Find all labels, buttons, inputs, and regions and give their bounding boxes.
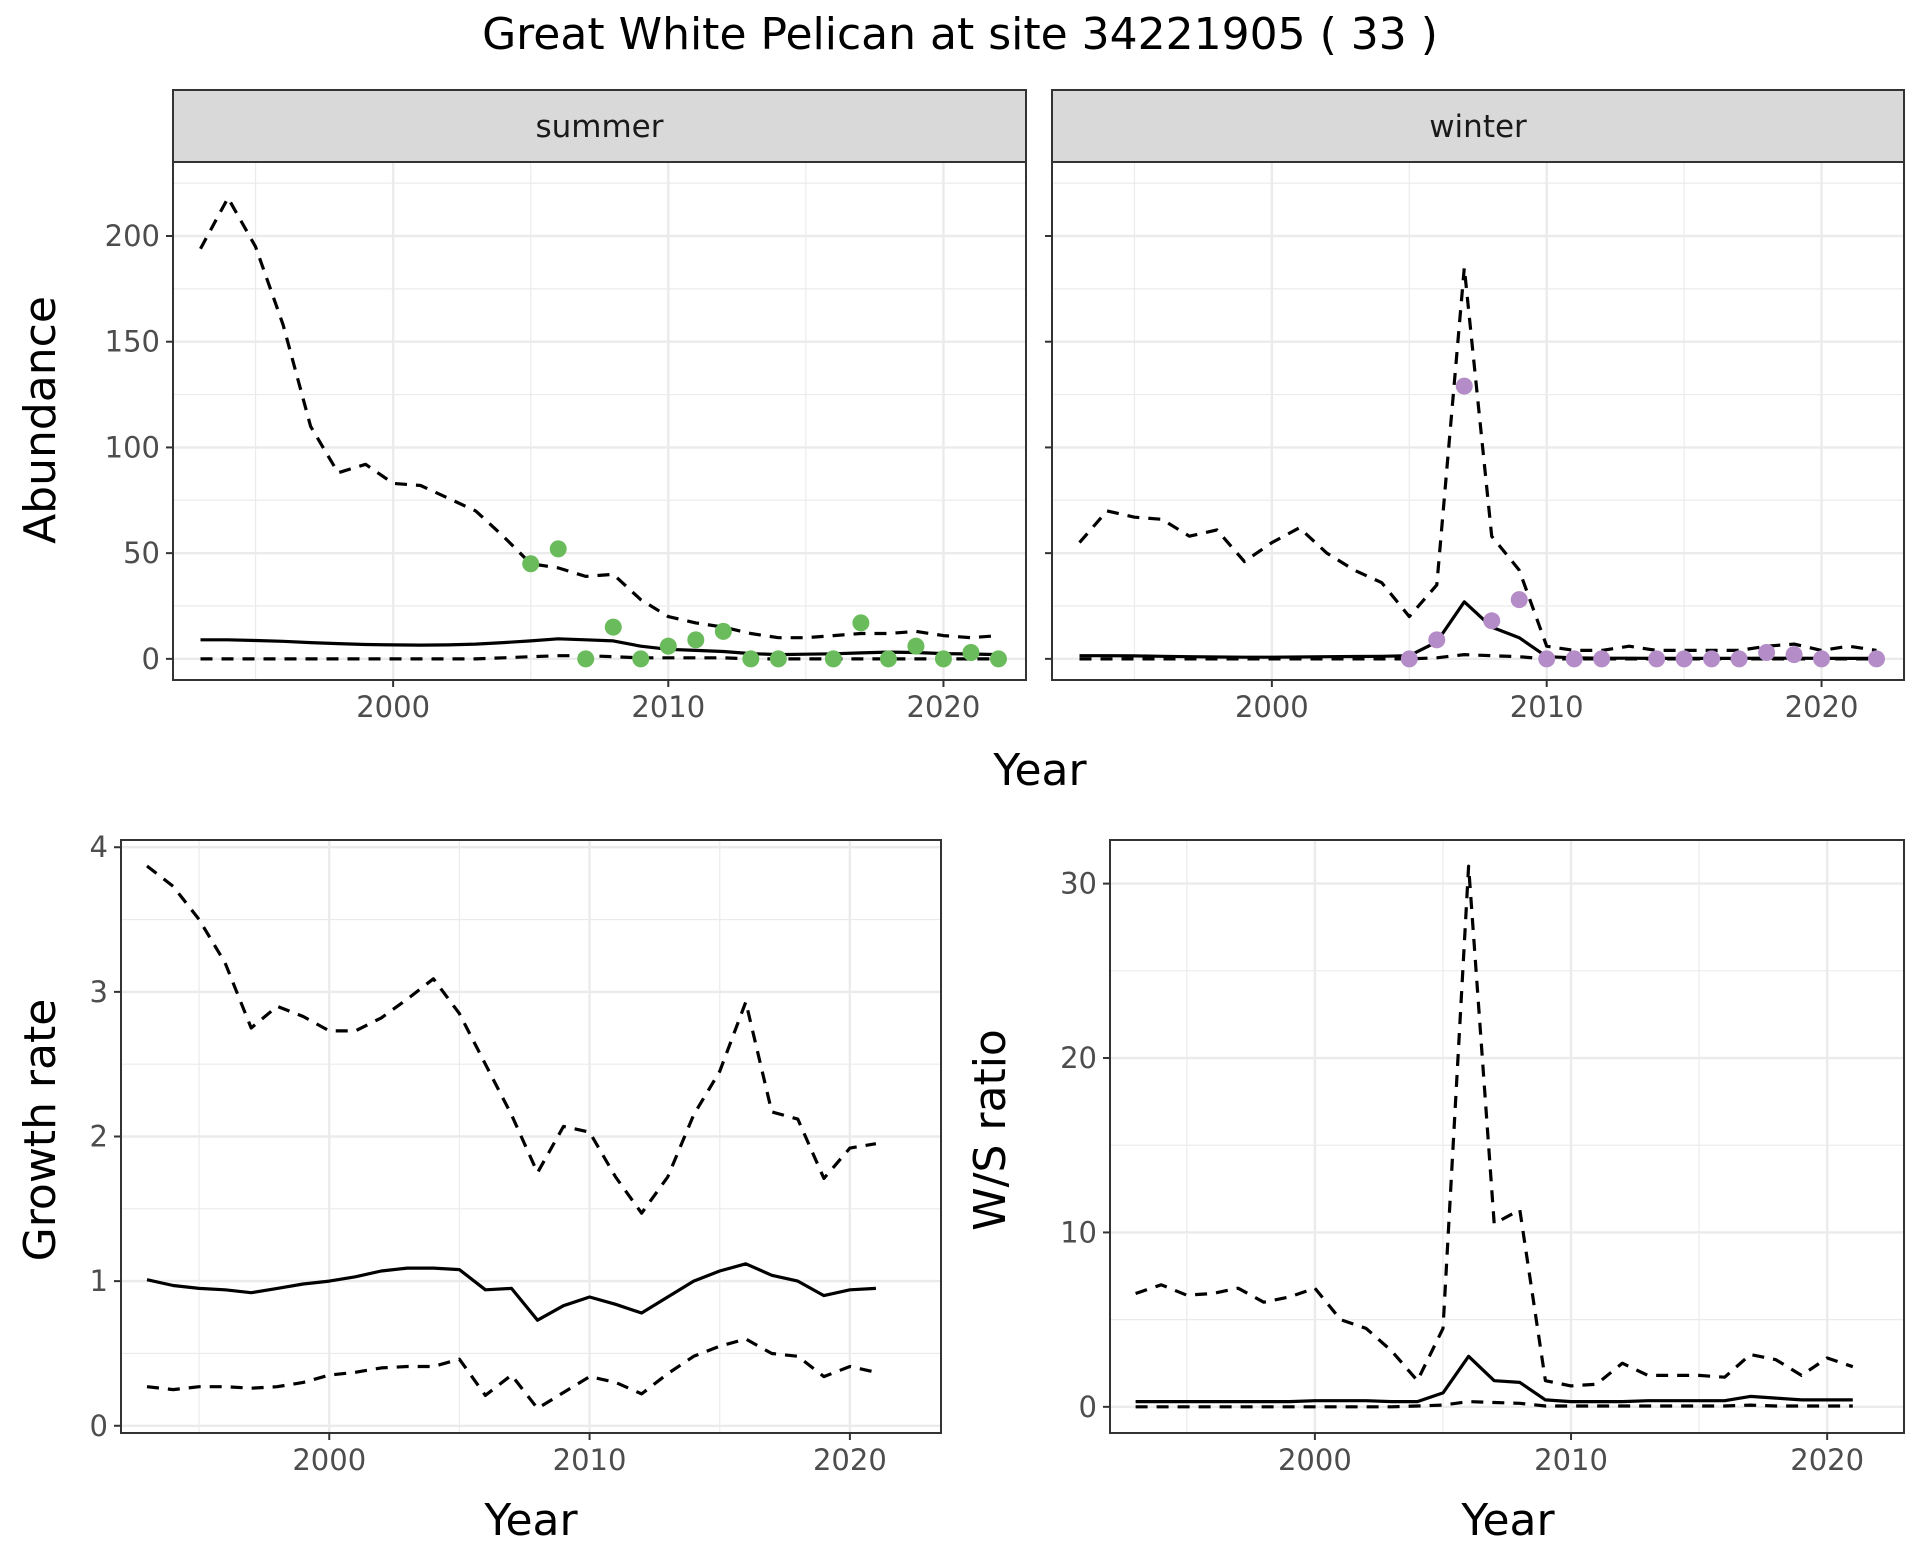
strip-label-summer: summer	[535, 109, 663, 145]
data-point	[1868, 650, 1886, 668]
data-point	[824, 650, 842, 668]
data-point	[852, 614, 870, 632]
panel-summer: summer 2000 2010 2020 0 50 100 150 200	[105, 89, 1027, 724]
series-line-bound-1	[199, 196, 999, 640]
data-point	[549, 540, 567, 558]
data-point	[1813, 650, 1831, 668]
data-point	[1703, 650, 1721, 668]
series-line-bound-1	[1078, 266, 1877, 653]
y-tick-label: 150	[105, 325, 160, 359]
y-tick-label: 0	[1079, 1390, 1097, 1424]
x-tick-label: 2010	[1534, 1443, 1608, 1477]
figure-title: Great White Pelican at site 34221905 ( 3…	[482, 9, 1438, 60]
x-axis-title-ws: Year	[1460, 1495, 1555, 1546]
x-tick-label: 2020	[907, 690, 981, 724]
data-point	[1675, 650, 1693, 668]
data-point	[632, 650, 650, 668]
data-point	[1565, 650, 1583, 668]
data-point	[962, 644, 980, 662]
data-point	[879, 650, 897, 668]
data-point	[659, 637, 677, 655]
x-tick-label: 2010	[631, 690, 705, 724]
x-tick-label: 2020	[1785, 690, 1859, 724]
data-point	[1538, 650, 1556, 668]
data-point	[1428, 631, 1446, 649]
plot-ws-ratio: 2000 2010 2020 0 10 20 30	[1060, 839, 1905, 1477]
x-tick-label: 2000	[292, 1443, 366, 1477]
series-line-bound-2	[1135, 1399, 1853, 1409]
data-point	[934, 650, 952, 668]
data-point	[769, 650, 787, 668]
data-point	[1758, 644, 1776, 662]
y-axis-title-ws: W/S ratio	[965, 1029, 1016, 1231]
x-tick-label: 2000	[1278, 1443, 1352, 1477]
x-tick-label: 2020	[813, 1443, 887, 1477]
data-point	[1400, 650, 1418, 668]
y-tick-label: 100	[105, 430, 160, 464]
data-point	[577, 650, 595, 668]
series-line-estimate	[1079, 600, 1877, 661]
y-tick-label: 30	[1060, 867, 1097, 901]
plot-summer: 2000 2010 2020 0 50 100 150 200	[105, 161, 1027, 724]
data-point	[1730, 650, 1748, 668]
series-line-bound-1	[1135, 864, 1854, 1388]
series-line-estimate	[146, 1262, 876, 1322]
data-point	[1510, 591, 1528, 609]
y-tick-label: 4	[90, 830, 108, 864]
y-axis-title-top: Abundance	[15, 296, 66, 544]
data-point	[687, 631, 705, 649]
data-point	[742, 650, 760, 668]
y-tick-label: 0	[90, 1409, 108, 1443]
strip-label-winter: winter	[1429, 109, 1527, 145]
data-point	[522, 555, 540, 573]
panel-border	[172, 161, 1027, 681]
plot-growth-rate: 2000 2010 2020 0 1 2 3 4	[90, 830, 942, 1477]
data-point	[907, 637, 925, 655]
y-tick-label: 20	[1060, 1041, 1097, 1075]
y-tick-label: 2	[90, 1120, 108, 1154]
panel-growth-rate: 2000 2010 2020 0 1 2 3 4 Year Growth rate	[15, 830, 942, 1546]
x-tick-label: 2000	[1235, 690, 1309, 724]
series-line-estimate	[1135, 1354, 1853, 1404]
plot-winter: 2000 2010 2020	[1045, 161, 1905, 724]
data-point	[1785, 646, 1803, 664]
x-axis-title-top: Year	[992, 745, 1087, 796]
y-tick-label: 200	[105, 219, 160, 253]
series-line-bound-2	[1079, 652, 1877, 661]
data-point	[1648, 650, 1666, 668]
x-tick-label: 2000	[356, 690, 430, 724]
panel-ws-ratio: 2000 2010 2020 0 10 20 30 Year W/S ratio	[965, 839, 1905, 1546]
x-tick-label: 2020	[1790, 1443, 1864, 1477]
y-tick-label: 10	[1060, 1215, 1097, 1249]
y-tick-label: 1	[90, 1264, 108, 1298]
data-point	[989, 650, 1007, 668]
x-tick-label: 2010	[553, 1443, 627, 1477]
y-tick-label: 50	[123, 536, 160, 570]
panel-border	[1109, 839, 1905, 1434]
y-tick-label: 0	[142, 642, 160, 676]
series-line-bound-2	[200, 654, 999, 661]
series-line-estimate	[200, 637, 999, 657]
series-line-bound-1	[146, 864, 877, 1215]
panel-border	[1051, 161, 1905, 681]
y-tick-label: 3	[90, 975, 108, 1009]
series-line-bound-2	[146, 1337, 877, 1411]
data-point	[714, 622, 732, 640]
x-axis-title-growth: Year	[483, 1495, 578, 1546]
data-point	[1483, 612, 1501, 630]
strip-winter	[1051, 89, 1905, 163]
data-point	[1593, 650, 1611, 668]
panel-winter: winter 2000 2010 2020	[1045, 89, 1905, 724]
data-point	[1455, 377, 1473, 395]
x-tick-label: 2010	[1510, 690, 1584, 724]
y-axis-title-growth: Growth rate	[15, 999, 66, 1262]
strip-summer	[172, 89, 1027, 163]
data-point	[604, 618, 622, 636]
